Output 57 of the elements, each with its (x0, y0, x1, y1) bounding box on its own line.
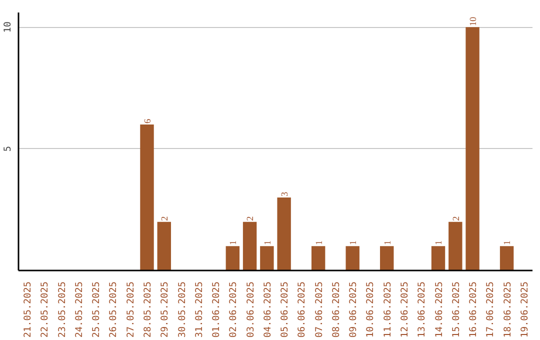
data-label: 1 (383, 240, 394, 246)
bar (277, 197, 291, 270)
bar (226, 246, 240, 270)
x-tick-label: 04.06.2025 (262, 281, 274, 338)
x-tick-label: 25.05.2025 (91, 281, 102, 338)
data-label: 1 (349, 240, 360, 246)
bar (500, 246, 514, 270)
bar (380, 246, 394, 270)
x-tick-label: 19.06.2025 (519, 281, 530, 338)
data-label: 6 (143, 118, 154, 124)
x-tick-label: 08.06.2025 (330, 281, 342, 338)
x-tick-label: 16.06.2025 (468, 281, 480, 338)
x-tick-label: 28.05.2025 (142, 281, 154, 338)
x-tick-label: 24.05.2025 (74, 281, 85, 338)
x-tick-label: 01.06.2025 (211, 281, 222, 338)
bar (346, 246, 360, 270)
x-tick-label: 06.06.2025 (296, 281, 308, 338)
x-tick-label: 22.05.2025 (40, 281, 51, 338)
data-label: 1 (229, 240, 240, 246)
data-label: 2 (452, 216, 462, 221)
bar (311, 246, 326, 270)
x-tick-label: 10.06.2025 (365, 281, 376, 338)
data-label: 1 (263, 240, 274, 246)
data-label: 10 (468, 16, 479, 26)
data-label: 2 (246, 216, 256, 221)
y-tick-label: 5 (2, 146, 14, 152)
data-label: 2 (160, 216, 171, 221)
x-tick-label: 14.06.2025 (434, 281, 445, 338)
bar (140, 124, 154, 270)
bar (157, 222, 171, 270)
data-label: 1 (434, 240, 445, 246)
bar (260, 246, 274, 270)
data-label: 1 (314, 240, 325, 246)
x-tick-label: 13.06.2025 (416, 281, 428, 338)
x-tick-label: 27.05.2025 (125, 281, 136, 338)
x-tick-label: 23.05.2025 (56, 281, 68, 338)
x-tick-label: 05.06.2025 (280, 281, 291, 338)
data-label: 1 (503, 240, 514, 246)
x-tick-label: 11.06.2025 (382, 281, 394, 338)
x-tick-label: 07.06.2025 (314, 281, 325, 338)
x-tick-label: 26.05.2025 (108, 281, 120, 338)
x-tick-label: 29.05.2025 (160, 281, 171, 338)
x-tick-label: 03.06.2025 (245, 281, 256, 338)
x-tick-label: 21.05.2025 (22, 281, 34, 338)
x-tick-label: 17.06.2025 (485, 281, 496, 338)
x-tick-label: 12.06.2025 (400, 281, 410, 338)
bar (448, 222, 462, 270)
x-tick-label: 31.05.2025 (194, 281, 205, 338)
x-tick-label: 30.05.2025 (176, 281, 188, 338)
x-tick-label: 18.06.2025 (502, 281, 514, 338)
data-label: 3 (280, 191, 290, 196)
bar (242, 222, 257, 270)
x-tick-label: 09.06.2025 (348, 281, 360, 338)
x-tick-label: 15.06.2025 (450, 281, 462, 338)
bar (466, 27, 480, 270)
bar (431, 246, 446, 270)
x-tick-label: 02.06.2025 (228, 281, 240, 338)
